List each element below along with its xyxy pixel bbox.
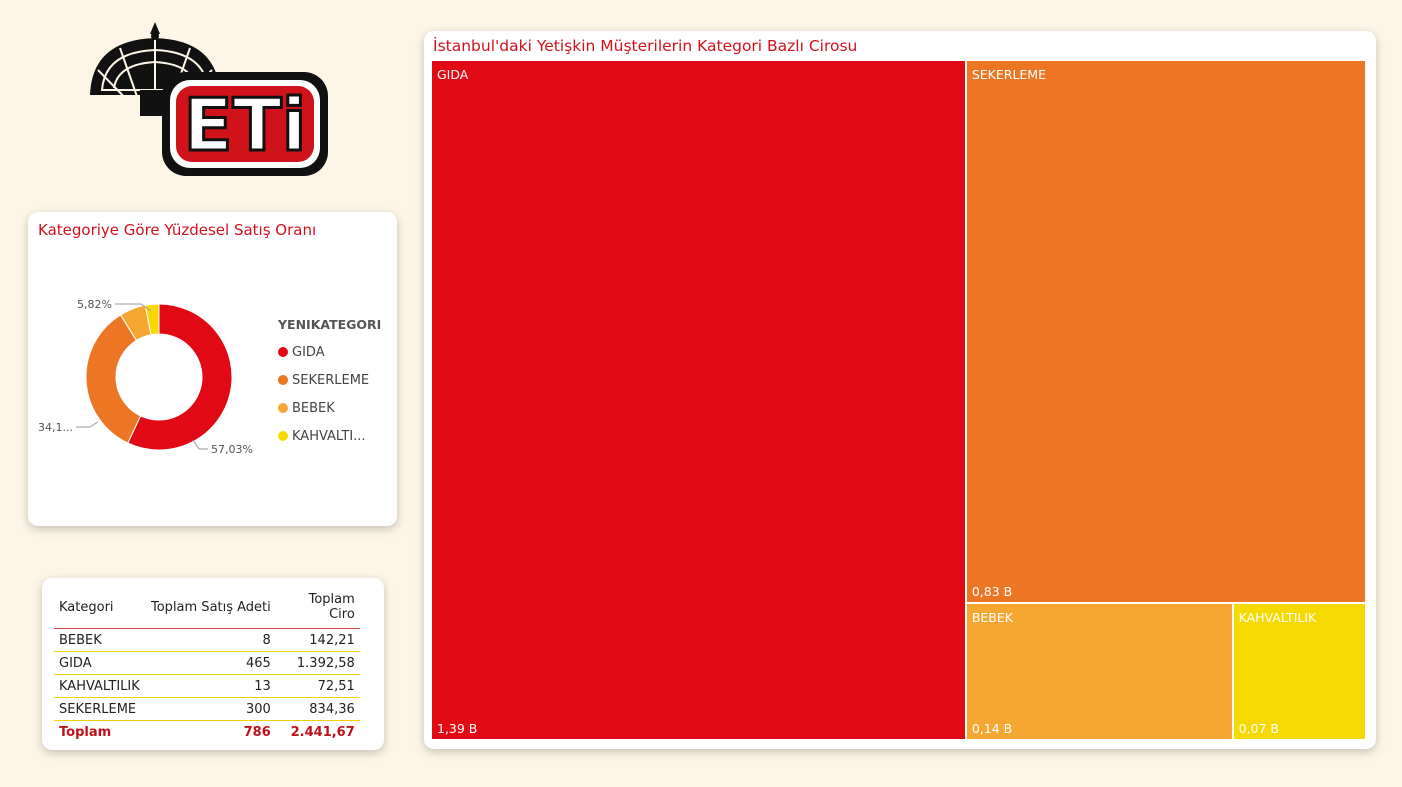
legend-dot-bebek bbox=[278, 403, 288, 413]
cell-ciro: 72,51 bbox=[275, 674, 360, 698]
treemap-title: İstanbul'daki Yetişkin Müşterilerin Kate… bbox=[433, 37, 858, 55]
col-header-kategori[interactable]: Kategori bbox=[54, 588, 146, 629]
data-label-sekerleme: 34,1... bbox=[38, 421, 73, 434]
cell-kategori: BEBEK bbox=[54, 628, 146, 652]
category-table: Kategori Toplam Satış Adeti Toplam Ciro … bbox=[54, 588, 360, 743]
logo-text: ETi bbox=[184, 83, 307, 167]
treemap-label-sekerleme: SEKERLEME bbox=[971, 67, 1046, 82]
legend-label-kahvaltilik: KAHVALTI... bbox=[292, 428, 366, 444]
legend-item-bebek[interactable]: BEBEK bbox=[278, 394, 381, 422]
treemap-label-bebek: BEBEK bbox=[971, 609, 1013, 625]
donut-legend: YENIKATEGORI GIDA SEKERLEME BEBEK KAHVAL… bbox=[278, 317, 381, 450]
donut-slice-kahvaltilik[interactable] bbox=[144, 303, 160, 336]
total-ciro: 2.441,67 bbox=[275, 720, 360, 743]
table-row: BEBEK 8 142,21 bbox=[54, 628, 360, 652]
cell-ciro: 142,21 bbox=[275, 628, 360, 652]
treemap-label-kahvaltilik: KAHVALTILIK bbox=[1238, 609, 1317, 625]
treemap-value-kahvaltilik: 0,07 B bbox=[1238, 720, 1279, 736]
treemap-label-gida: GIDA bbox=[437, 67, 469, 82]
legend-item-gida[interactable]: GIDA bbox=[278, 338, 381, 366]
cell-adet: 13 bbox=[146, 674, 276, 698]
table-row: GIDA 465 1.392,58 bbox=[54, 651, 360, 675]
table-row: SEKERLEME 300 834,36 bbox=[54, 697, 360, 721]
legend-dot-gida bbox=[278, 347, 288, 357]
donut-title: Kategoriye Göre Yüzdesel Satış Oranı bbox=[38, 221, 317, 239]
cell-ciro: 834,36 bbox=[275, 697, 360, 721]
leader-line-sekerleme bbox=[76, 421, 99, 428]
treemap-tile-gida[interactable]: GIDA 1,39 B bbox=[432, 61, 965, 739]
treemap-card: İstanbul'daki Yetişkin Müşterilerin Kate… bbox=[424, 31, 1376, 749]
leader-line-gida bbox=[192, 439, 208, 450]
treemap-value-gida: 1,39 B bbox=[437, 721, 478, 736]
table-header-row: Kategori Toplam Satış Adeti Toplam Ciro bbox=[54, 588, 360, 629]
cell-kategori: GIDA bbox=[54, 651, 146, 675]
cell-kategori: SEKERLEME bbox=[54, 697, 146, 721]
eti-logo: ETi bbox=[80, 20, 330, 180]
legend-dot-sekerleme bbox=[278, 375, 288, 385]
cell-ciro: 1.392,58 bbox=[275, 651, 360, 675]
legend-item-kahvaltilik[interactable]: KAHVALTI... bbox=[278, 422, 381, 450]
table-total-row: Toplam 786 2.441,67 bbox=[54, 720, 360, 743]
cell-adet: 465 bbox=[146, 651, 276, 675]
cell-kategori: KAHVALTILIK bbox=[54, 674, 146, 698]
donut-slice-sekerleme[interactable] bbox=[85, 314, 142, 444]
legend-item-sekerleme[interactable]: SEKERLEME bbox=[278, 366, 381, 394]
legend-title: YENIKATEGORI bbox=[278, 317, 382, 332]
col-header-adet[interactable]: Toplam Satış Adeti bbox=[146, 588, 276, 629]
eti-logo-graphic: ETi bbox=[90, 22, 328, 176]
col-header-ciro[interactable]: Toplam Ciro bbox=[275, 588, 360, 629]
total-adet: 786 bbox=[146, 720, 276, 743]
donut-card: Kategoriye Göre Yüzdesel Satış Oranı 57,… bbox=[28, 212, 397, 526]
table-row: KAHVALTILIK 13 72,51 bbox=[54, 674, 360, 698]
legend-dot-kahvaltilik bbox=[278, 431, 288, 441]
legend-label-sekerleme: SEKERLEME bbox=[292, 372, 370, 388]
total-label: Toplam bbox=[54, 720, 146, 743]
donut-chart: 57,03% 34,1... 5,82% bbox=[38, 298, 253, 456]
treemap-tile-sekerleme[interactable]: SEKERLEME 0,83 B bbox=[966, 61, 1365, 602]
leader-line-bebek bbox=[115, 303, 152, 312]
legend-label-gida: GIDA bbox=[292, 344, 325, 360]
donut-slice-gida[interactable] bbox=[127, 303, 233, 451]
treemap-value-sekerleme: 0,83 B bbox=[971, 583, 1013, 599]
treemap-tile-bebek[interactable]: BEBEK 0,14 B bbox=[966, 603, 1232, 739]
data-label-gida: 57,03% bbox=[211, 443, 253, 456]
eti-badge: ETi bbox=[162, 72, 328, 176]
data-label-bebek: 5,82% bbox=[77, 298, 112, 311]
table-card: Kategori Toplam Satış Adeti Toplam Ciro … bbox=[42, 578, 384, 750]
legend-label-bebek: BEBEK bbox=[292, 400, 335, 416]
treemap-value-bebek: 0,14 B bbox=[971, 720, 1013, 736]
treemap-chart: GIDA 1,39 B SEKERLEME 0,83 B BEBEK 0,14 B KAHV… bbox=[432, 61, 1367, 741]
cell-adet: 300 bbox=[146, 697, 276, 721]
cell-adet: 8 bbox=[146, 628, 276, 652]
treemap-tile-kahvaltilik[interactable]: KAHVALTILIK 0,07 B bbox=[1233, 603, 1365, 739]
